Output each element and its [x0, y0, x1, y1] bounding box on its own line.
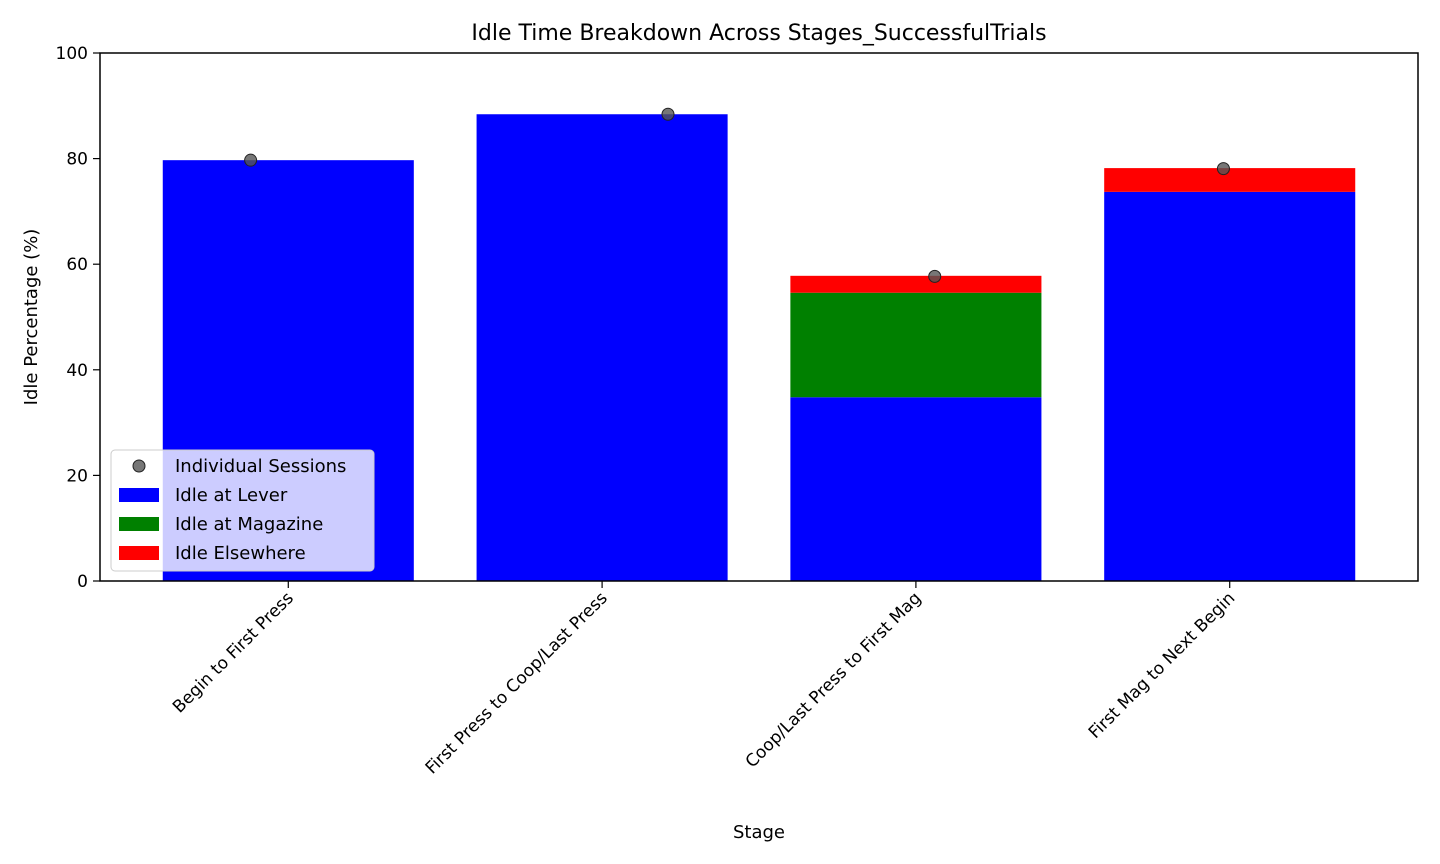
bar-segment [790, 275, 1042, 293]
y-tick-label: 60 [66, 255, 88, 275]
y-tick-label: 0 [77, 572, 88, 592]
legend-label: Idle Elsewhere [175, 543, 306, 564]
bar-segment [476, 114, 728, 582]
session-point [1216, 162, 1230, 176]
session-point [928, 269, 942, 283]
y-axis: 0 20 40 60 80 100 [56, 44, 100, 592]
y-axis-label: Idle Percentage (%) [21, 229, 42, 406]
plot-frame [99, 52, 1419, 582]
legend-swatch [119, 517, 159, 531]
plot-area [162, 107, 1356, 582]
legend-label: Idle at Magazine [175, 514, 323, 535]
legend-label: Idle at Lever [175, 485, 288, 506]
legend-swatch [119, 488, 159, 502]
y-tick-label: 40 [66, 361, 88, 381]
y-tick-label: 100 [56, 44, 88, 64]
session-point [661, 107, 675, 121]
chart-title: Idle Time Breakdown Across Stages_Succes… [471, 21, 1046, 46]
legend-label: Individual Sessions [175, 456, 346, 477]
bar-segment [1104, 191, 1356, 581]
x-axis-label: Stage [733, 822, 785, 843]
session-point [244, 153, 258, 167]
y-tick-label: 80 [66, 150, 88, 170]
legend-swatch [119, 546, 159, 560]
legend-box [110, 449, 375, 572]
bar-segment [790, 397, 1042, 581]
legend: Individual Sessions Idle at Lever Idle at … [110, 449, 375, 572]
y-tick-label: 20 [66, 466, 88, 486]
bar-segment [790, 292, 1042, 398]
bar-segment [1104, 168, 1356, 192]
legend-marker [132, 459, 146, 473]
